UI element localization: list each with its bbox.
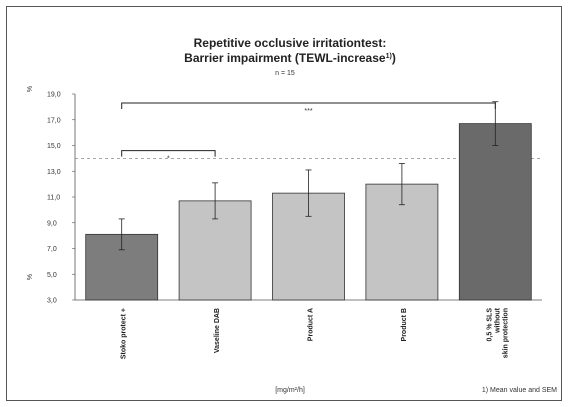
y-axis-label-bottom: % [27, 274, 34, 280]
footnote: 1) Mean value and SEM [482, 387, 557, 394]
significance-label: * [167, 156, 170, 163]
bar [178, 200, 252, 301]
chart-title-close: ) [392, 51, 396, 65]
y-tick-label: 17,0 [47, 117, 61, 124]
chart-title-line2: Barrier impairment (TEWL-increase1)) [184, 51, 396, 65]
y-tick-label: 3,0 [47, 298, 57, 305]
category-label-line: without [494, 307, 501, 334]
y-tick-label: 13,0 [47, 169, 61, 176]
y-tick-label: 19,0 [47, 92, 61, 99]
y-tick-label: 5,0 [47, 272, 57, 279]
chart-frame: Repetitive occlusive irritationtest: Bar… [6, 6, 562, 401]
chart-svg: Repetitive occlusive irritationtest: Bar… [27, 36, 557, 394]
category-label: Product A [308, 308, 315, 341]
y-tick-label: 11,0 [47, 195, 60, 202]
y-tick-label: 7,0 [47, 246, 57, 253]
plot-area: 3,0 5,0 7,0 9,0 11,0 13,0 15,0 17,0 19,0 Stoko pr… [47, 92, 542, 359]
significance-bracket [121, 150, 216, 157]
category-label-line: 0,5 % SLS [486, 308, 493, 342]
bar [458, 123, 532, 301]
y-tick-label: 9,0 [47, 220, 57, 227]
significance-bracket [121, 102, 496, 110]
category-label: Product B [401, 308, 408, 341]
category-label: Vaseline DAB [214, 308, 221, 353]
significance-label: *** [304, 108, 312, 115]
y-axis-label-top: % [27, 86, 34, 92]
y-tick-label: 15,0 [47, 143, 61, 150]
chart-subtitle: n = 15 [275, 70, 295, 77]
chart-title-line1: Repetitive occlusive irritationtest: [194, 36, 387, 50]
x-axis-label: [mg/m²/h] [275, 387, 305, 394]
chart-title-line2-text: Barrier impairment (TEWL-increase [184, 51, 386, 65]
category-label: 0,5 % SLSwithoutskin protection [486, 307, 509, 358]
chart-title-superscript: 1) [386, 53, 392, 60]
category-label-line: skin protection [502, 308, 509, 358]
category-label: Stoko protect + [121, 308, 128, 359]
